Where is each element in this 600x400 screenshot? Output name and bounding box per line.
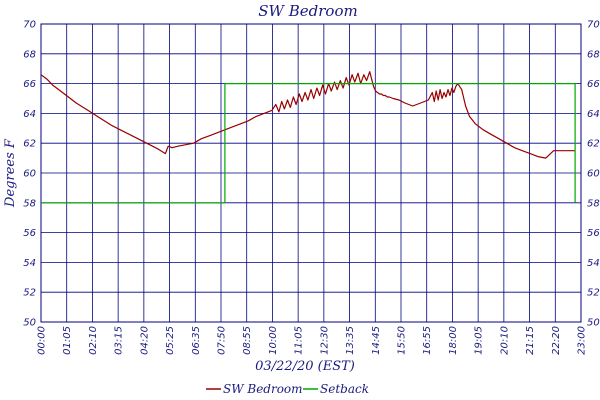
x-tick-label: 12:30	[319, 326, 330, 355]
y-tick-label-right: 62	[587, 139, 600, 150]
y-tick-label-right: 68	[587, 49, 600, 60]
y-axis-label: Degrees F	[3, 138, 18, 208]
y-tick-label-left: 56	[23, 228, 36, 239]
x-tick-label: 13:35	[345, 326, 356, 355]
grid	[41, 24, 581, 322]
x-axis-label: 03/22/20 (EST)	[255, 359, 355, 374]
y-tick-label-right: 66	[587, 79, 600, 90]
y-tick-label-left: 64	[23, 109, 36, 120]
y-tick-label-left: 66	[23, 79, 36, 90]
x-tick-label: 04:20	[139, 326, 150, 355]
x-tick-label: 01:05	[62, 326, 73, 355]
x-tick-label: 18:00	[448, 326, 459, 355]
y-tick-label-right: 58	[587, 198, 600, 209]
y-tick-label-left: 50	[23, 318, 36, 329]
legend-label-setback: Setback	[320, 382, 369, 396]
y-tick-label-left: 68	[23, 49, 36, 60]
y-tick-label-right: 50	[587, 318, 600, 329]
x-tick-label: 22:20	[551, 326, 562, 355]
x-tick-label: 21:15	[525, 326, 536, 355]
y-tick-label-left: 52	[23, 288, 36, 299]
y-tick-label-right: 52	[587, 288, 600, 299]
x-tick-label: 06:35	[191, 326, 202, 355]
x-tick-label: 05:25	[165, 326, 176, 355]
y-tick-label-left: 70	[23, 20, 36, 31]
x-tick-label: 20:10	[499, 326, 510, 355]
x-tick-label: 07:50	[217, 326, 228, 355]
y-tick-label-left: 62	[23, 139, 36, 150]
series-lines	[40, 71, 576, 204]
x-tick-label: 10:00	[268, 326, 279, 355]
y-axis-right: 50 52 54 56 58 60 62 64 66 68 70	[587, 20, 600, 329]
x-tick-label: 19:05	[474, 326, 485, 355]
legend: SW Bedroom Setback	[206, 382, 369, 396]
x-tick-label: 03:15	[114, 326, 125, 355]
y-axis-left: 50 52 54 56 58 60 62 64 66 68 70	[23, 20, 36, 329]
chart-title: SW Bedroom	[258, 2, 357, 20]
x-tick-label: 11:05	[294, 326, 305, 355]
y-tick-label-left: 60	[23, 169, 36, 180]
x-tick-label: 15:50	[397, 326, 408, 355]
x-tick-label: 00:00	[37, 326, 48, 355]
y-tick-label-right: 56	[587, 228, 600, 239]
x-tick-label: 16:55	[422, 326, 433, 355]
x-axis: 00:00 01:05 02:10 03:15 04:20 05:25 06:35 07:50…	[37, 326, 588, 355]
y-tick-label-left: 54	[23, 258, 36, 269]
x-tick-label: 02:10	[88, 326, 99, 355]
x-tick-label: 08:55	[242, 326, 253, 355]
y-tick-label-right: 54	[587, 258, 600, 269]
y-tick-label-right: 60	[587, 169, 600, 180]
series-line-sw-bedroom	[40, 71, 576, 159]
x-tick-label: 14:45	[371, 326, 382, 355]
x-tick-label: 23:00	[577, 326, 588, 355]
y-tick-label-left: 58	[23, 198, 36, 209]
series-line-setback	[41, 82, 576, 204]
y-tick-label-right: 70	[587, 20, 600, 31]
y-tick-label-right: 64	[587, 109, 600, 120]
legend-label-sw-bedroom: SW Bedroom	[223, 382, 303, 396]
